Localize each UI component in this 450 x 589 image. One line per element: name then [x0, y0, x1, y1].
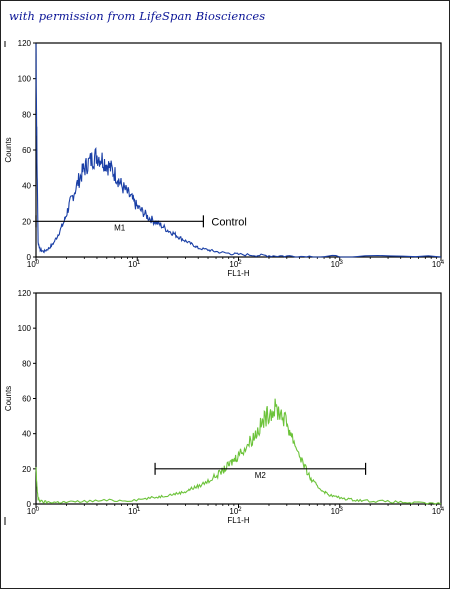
- y-tick-label: 0: [27, 253, 32, 262]
- x-axis-title: FL1-H: [227, 516, 249, 525]
- y-tick-label: 20: [22, 465, 31, 474]
- marker-label: M2: [255, 471, 267, 480]
- y-tick-label: 60: [22, 146, 31, 155]
- credit-text: with permission from LifeSpan Bioscience…: [9, 9, 266, 23]
- x-tick-label: 100: [27, 260, 40, 269]
- y-tick-label: 40: [22, 430, 31, 439]
- control-annotation: Control: [211, 216, 246, 228]
- y-axis-title: Counts: [4, 137, 13, 162]
- x-tick-label: 102: [229, 260, 242, 269]
- y-tick-label: 20: [22, 217, 31, 226]
- histogram-series-line: [35, 43, 442, 258]
- y-axis-title: Counts: [4, 386, 13, 411]
- plot-frame: [35, 292, 442, 505]
- x-tick-label: 100: [27, 507, 40, 516]
- histogram-series-line: [35, 398, 442, 505]
- x-axis-title: FL1-H: [227, 269, 249, 278]
- histogram-panel-1: 0 20 40 60 80 100 120 Counts 100 101 102 103 104 FL1-…: [4, 39, 445, 278]
- x-tick-label: 104: [432, 507, 445, 516]
- x-tick-label: 101: [128, 507, 141, 516]
- y-tick-label: 120: [18, 289, 32, 298]
- marker-label: M1: [114, 223, 126, 232]
- x-tick-label: 103: [331, 260, 344, 269]
- x-tick-label: 103: [331, 507, 344, 516]
- histogram-panel-2: 0 20 40 60 80 100 120 Counts 100 101 102 103 104 FL1-…: [4, 289, 445, 525]
- y-tick-label: 100: [18, 75, 32, 84]
- y-tick-label: 60: [22, 395, 31, 404]
- x-tick-label: 102: [229, 507, 242, 516]
- x-tick-label: 101: [128, 260, 141, 269]
- y-tick-label: 120: [18, 39, 32, 48]
- y-tick-label: 100: [18, 324, 32, 333]
- y-tick-label: 80: [22, 359, 31, 368]
- y-tick-label: 40: [22, 182, 31, 191]
- x-tick-label: 104: [432, 260, 445, 269]
- y-tick-label: 80: [22, 110, 31, 119]
- y-tick-label: 0: [27, 500, 32, 509]
